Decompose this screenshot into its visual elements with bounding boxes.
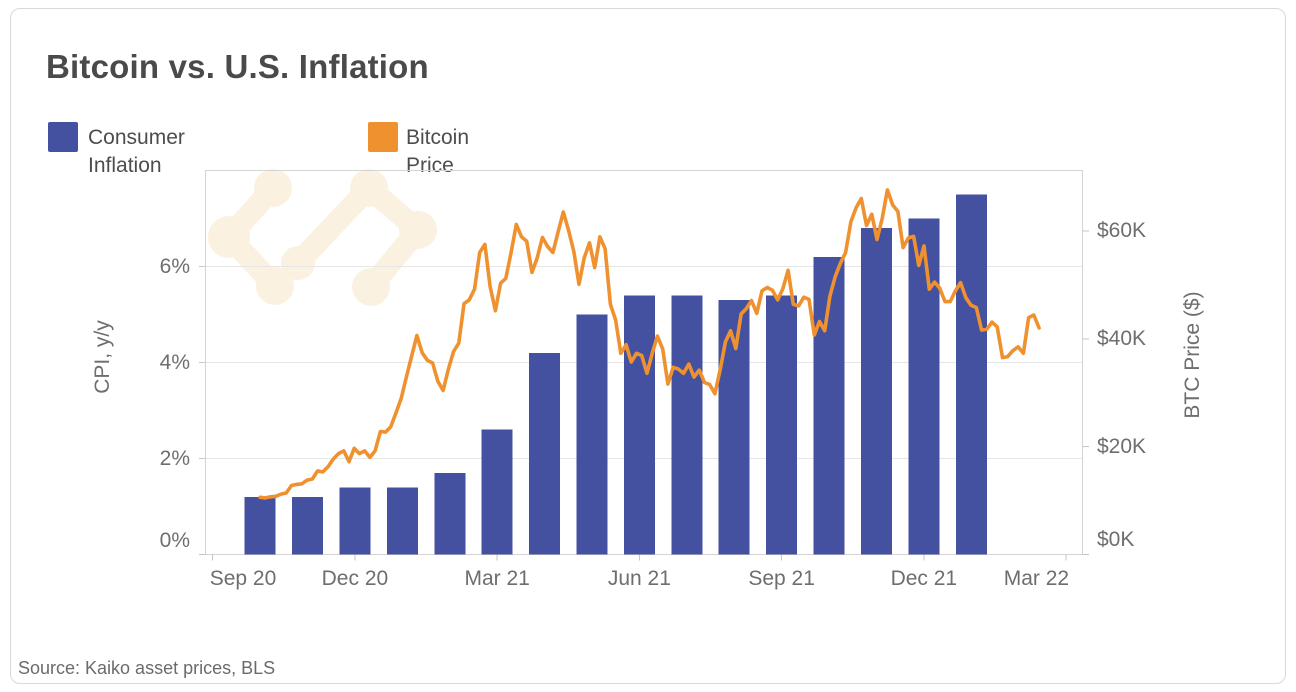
legend-label-bitcoin-price: Bitcoin Price bbox=[406, 126, 470, 177]
bar-jan-2021 bbox=[386, 487, 418, 555]
kaiko-logo-watermark bbox=[208, 169, 437, 306]
bar-dec-2021 bbox=[908, 218, 940, 555]
legend-swatch-bitcoin-price bbox=[368, 122, 398, 152]
y-right-tick-label: $0K bbox=[1097, 527, 1135, 551]
bar-dec-2020 bbox=[339, 487, 371, 555]
bar-series-consumer-inflation bbox=[244, 194, 987, 555]
bar-nov-2021 bbox=[860, 228, 892, 555]
x-tick-label: Dec 20 bbox=[321, 567, 389, 590]
bar-sep-2021 bbox=[766, 295, 798, 555]
x-tick-label: Dec 21 bbox=[890, 567, 958, 590]
x-tick-label: Jun 21 bbox=[607, 567, 671, 590]
bar-mar-2021 bbox=[481, 429, 513, 555]
x-tick-label: Mar 22 bbox=[1003, 567, 1070, 590]
line-series-bitcoin-price bbox=[258, 188, 1041, 500]
bar-jan-2022 bbox=[955, 194, 987, 555]
bar-jul-2021 bbox=[671, 295, 703, 555]
y-left-tick-label: 4% bbox=[159, 350, 190, 374]
page-title: Bitcoin vs. U.S. Inflation bbox=[46, 48, 429, 85]
bar-apr-2021 bbox=[529, 352, 561, 555]
bar-nov-2020 bbox=[292, 496, 324, 555]
y-right-tick-label: $40K bbox=[1097, 326, 1147, 350]
bar-oct-2020 bbox=[244, 496, 276, 555]
x-tick-label: Sep 21 bbox=[748, 567, 815, 590]
axis-tick-marks bbox=[199, 230, 1089, 561]
y-left-tick-label: 6% bbox=[159, 254, 190, 278]
y-axis-title-right: BTC Price ($) bbox=[1181, 291, 1204, 419]
plot-area bbox=[199, 169, 1089, 561]
y-left-tick-label: 2% bbox=[159, 446, 190, 470]
source-note: Source: Kaiko asset prices, BLS bbox=[18, 658, 276, 678]
y-right-tick-label: $20K bbox=[1097, 434, 1147, 458]
x-tick-label: Mar 21 bbox=[464, 567, 530, 590]
bar-may-2021 bbox=[576, 314, 608, 555]
y-left-tick-label: 0% bbox=[159, 528, 190, 552]
legend-label-consumer-inflation: Consumer Inflation bbox=[88, 126, 185, 177]
legend-swatch-consumer-inflation bbox=[48, 122, 78, 152]
y-right-tick-label: $60K bbox=[1097, 218, 1147, 242]
bar-jun-2021 bbox=[623, 295, 655, 555]
x-tick-label: Sep 20 bbox=[209, 567, 277, 590]
y-axis-title-left: CPI, y/y bbox=[91, 320, 114, 394]
bar-feb-2021 bbox=[434, 472, 466, 555]
